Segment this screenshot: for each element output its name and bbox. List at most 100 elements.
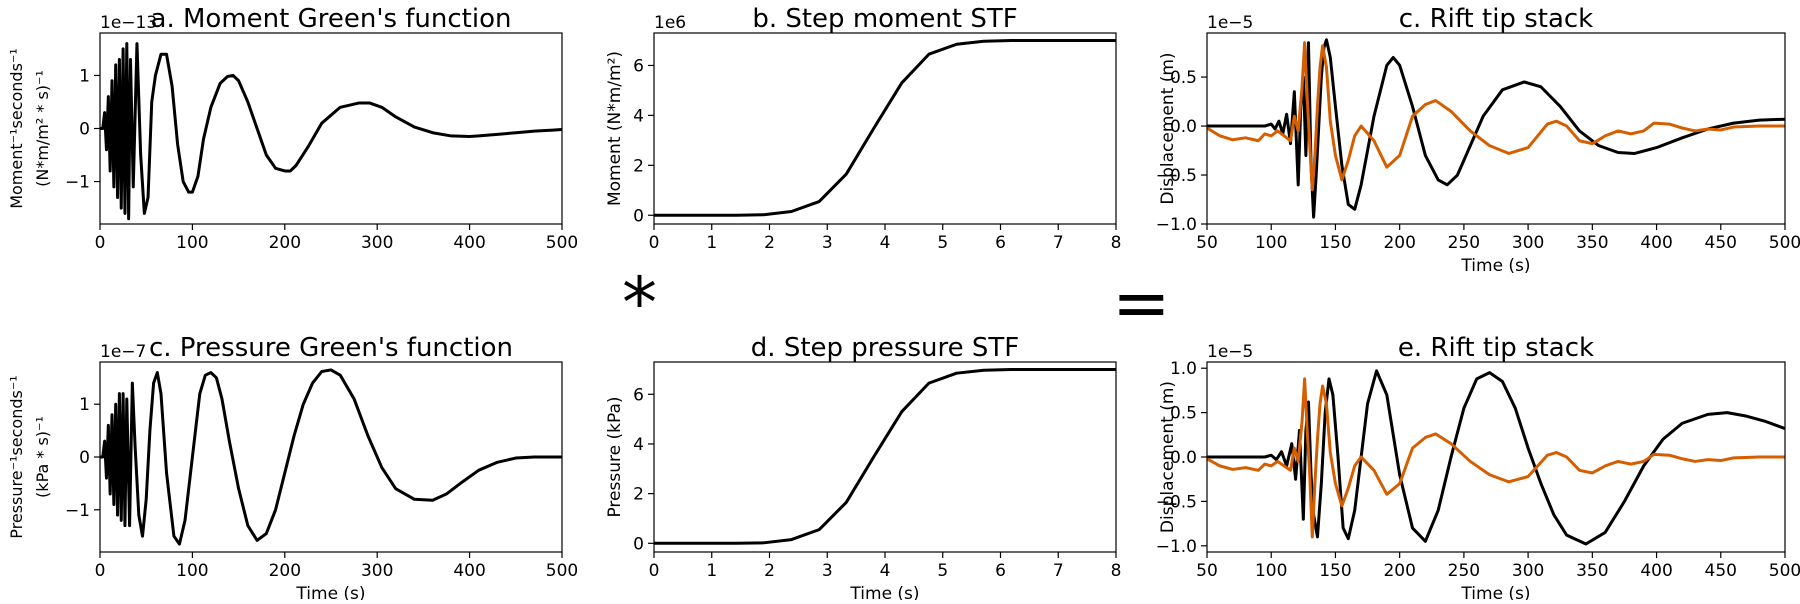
x-tick-label: 200 (269, 561, 301, 581)
x-tick-label: 100 (176, 561, 208, 581)
x-tick-label: 200 (1383, 233, 1415, 253)
equals-operator: = (1112, 262, 1171, 344)
x-tick-label: 0 (95, 233, 106, 253)
panel-b: 0 1 2 3 4 5 6 7 8 0 2 4 6 b. Step moment STF 1e6 Moment… (605, 4, 1121, 253)
x-tick-label: 300 (1512, 561, 1544, 581)
x-tick-label: 0 (649, 233, 660, 253)
y-axis-label: Moment (N*m/m²) (605, 51, 625, 206)
y-axis-label-line1: Pressure⁻¹seconds⁻¹ (7, 375, 26, 538)
x-tick-label: 500 (1769, 561, 1800, 581)
x-tick-label: 400 (453, 561, 485, 581)
offset-text: 1e−5 (1207, 13, 1253, 33)
y-tick-label: 0.5 (1170, 404, 1197, 424)
x-tick-label: 350 (1576, 561, 1608, 581)
x-axis-label: Time (s) (1460, 256, 1530, 276)
series-line-c-observed (1207, 41, 1785, 192)
y-tick-label: 1.0 (1170, 359, 1197, 379)
x-axis-label: Time (s) (1460, 584, 1530, 600)
x-tick-label: 2 (764, 233, 775, 253)
y-tick-label: 1 (79, 395, 90, 415)
chart-title: c. Rift tip stack (1399, 4, 1593, 34)
y-tick-label: −0.5 (1156, 166, 1197, 186)
x-tick-label: 150 (1319, 233, 1351, 253)
panel-d: 0 1 2 3 4 5 6 7 8 0 2 4 6 d. Step pressure STF Time (s… (605, 333, 1121, 604)
x-tick-label: 100 (1255, 561, 1287, 581)
x-tick-label: 500 (546, 233, 578, 253)
offset-text: 1e−7 (100, 342, 146, 362)
y-tick-label: 6 (633, 385, 644, 405)
x-tick-label: 3 (822, 233, 833, 253)
x-tick-label: 150 (1319, 561, 1351, 581)
x-tick-label: 100 (176, 233, 208, 253)
x-tick-label: 6 (995, 561, 1006, 581)
y-axis-label: Displacement (m) (1158, 381, 1178, 533)
y-tick-label: 0 (633, 206, 644, 226)
y-tick-label: 6 (633, 56, 644, 76)
x-tick-label: 250 (1448, 233, 1480, 253)
x-tick-label: 3 (822, 561, 833, 581)
x-tick-label: 100 (1255, 233, 1287, 253)
chart-title: e. Rift tip stack (1398, 333, 1594, 363)
x-tick-label: 1 (706, 233, 717, 253)
x-tick-label: 4 (880, 233, 891, 253)
x-tick-label: 6 (995, 233, 1006, 253)
chart-title: a. Moment Green's function (151, 4, 512, 34)
axes-frame (1206, 32, 1786, 225)
x-tick-label: 8 (1111, 233, 1122, 253)
axes-frame (653, 32, 1117, 225)
offset-text: 1e6 (654, 13, 686, 33)
x-tick-label: 0 (649, 561, 660, 581)
series-line-b-main (654, 38, 1116, 217)
series-line-d-main (654, 367, 1116, 545)
offset-text: 1e−13 (100, 13, 157, 33)
x-tick-label: 300 (361, 233, 393, 253)
y-tick-label: 0 (79, 448, 90, 468)
chart-title: d. Step pressure STF (751, 333, 1019, 363)
series-line-c2-main (100, 368, 562, 546)
x-tick-label: 300 (1512, 233, 1544, 253)
series-line-e-observed (1207, 377, 1785, 539)
x-tick-label: 4 (880, 561, 891, 581)
series-line-c-modeled (1207, 38, 1785, 219)
x-tick-label: 300 (361, 561, 393, 581)
convolve-operator: * (622, 262, 657, 344)
y-tick-label: 4 (633, 435, 644, 455)
y-tick-label: 0 (79, 120, 90, 140)
x-axis-label: Time (s) (849, 584, 919, 600)
x-tick-label: 0 (95, 561, 106, 581)
x-axis-label: Time (s) (295, 584, 365, 600)
x-tick-label: 250 (1448, 561, 1480, 581)
x-tick-label: 400 (1640, 233, 1672, 253)
axes-frame (99, 361, 563, 553)
y-tick-label: −1 (65, 173, 90, 193)
axes-frame (653, 361, 1117, 553)
panel-e: 50 100 150 200 250 300 350 400 450 500 −1.0 −0.5 0.0… (1156, 333, 1800, 604)
y-axis-label: Pressure (kPa) (605, 396, 625, 517)
x-tick-label: 450 (1705, 561, 1737, 581)
y-tick-label: 0.5 (1170, 68, 1197, 88)
y-tick-label: 0.0 (1170, 117, 1197, 137)
x-tick-label: 50 (1196, 561, 1218, 581)
chart-title: c. Pressure Green's function (149, 333, 513, 363)
chart-title: b. Step moment STF (752, 4, 1017, 34)
x-tick-label: 200 (1383, 561, 1415, 581)
y-tick-label: −1.0 (1156, 537, 1197, 557)
y-tick-label: −1.0 (1156, 215, 1197, 235)
y-axis-label-line1: Moment⁻¹seconds⁻¹ (7, 48, 26, 209)
x-tick-label: 5 (937, 233, 948, 253)
x-tick-label: 350 (1576, 233, 1608, 253)
y-axis-label-line2: (N*m/m² * s)⁻¹ (33, 70, 52, 187)
x-tick-label: 7 (1053, 233, 1064, 253)
x-tick-label: 400 (1640, 561, 1672, 581)
x-tick-label: 7 (1053, 561, 1064, 581)
x-tick-label: 450 (1705, 233, 1737, 253)
y-axis-label: Displacement (m) (1158, 52, 1178, 204)
x-tick-label: 500 (1769, 233, 1800, 253)
y-tick-label: 4 (633, 106, 644, 126)
x-tick-label: 2 (764, 561, 775, 581)
panel-c: 50 100 150 200 250 300 350 400 450 500 −1.0 −0.5 0.0… (1156, 4, 1800, 276)
panel-a: 0 100 200 300 400 500 −1 0 1 a. Moment Green's fu… (7, 4, 578, 253)
y-tick-label: −1 (65, 501, 90, 521)
